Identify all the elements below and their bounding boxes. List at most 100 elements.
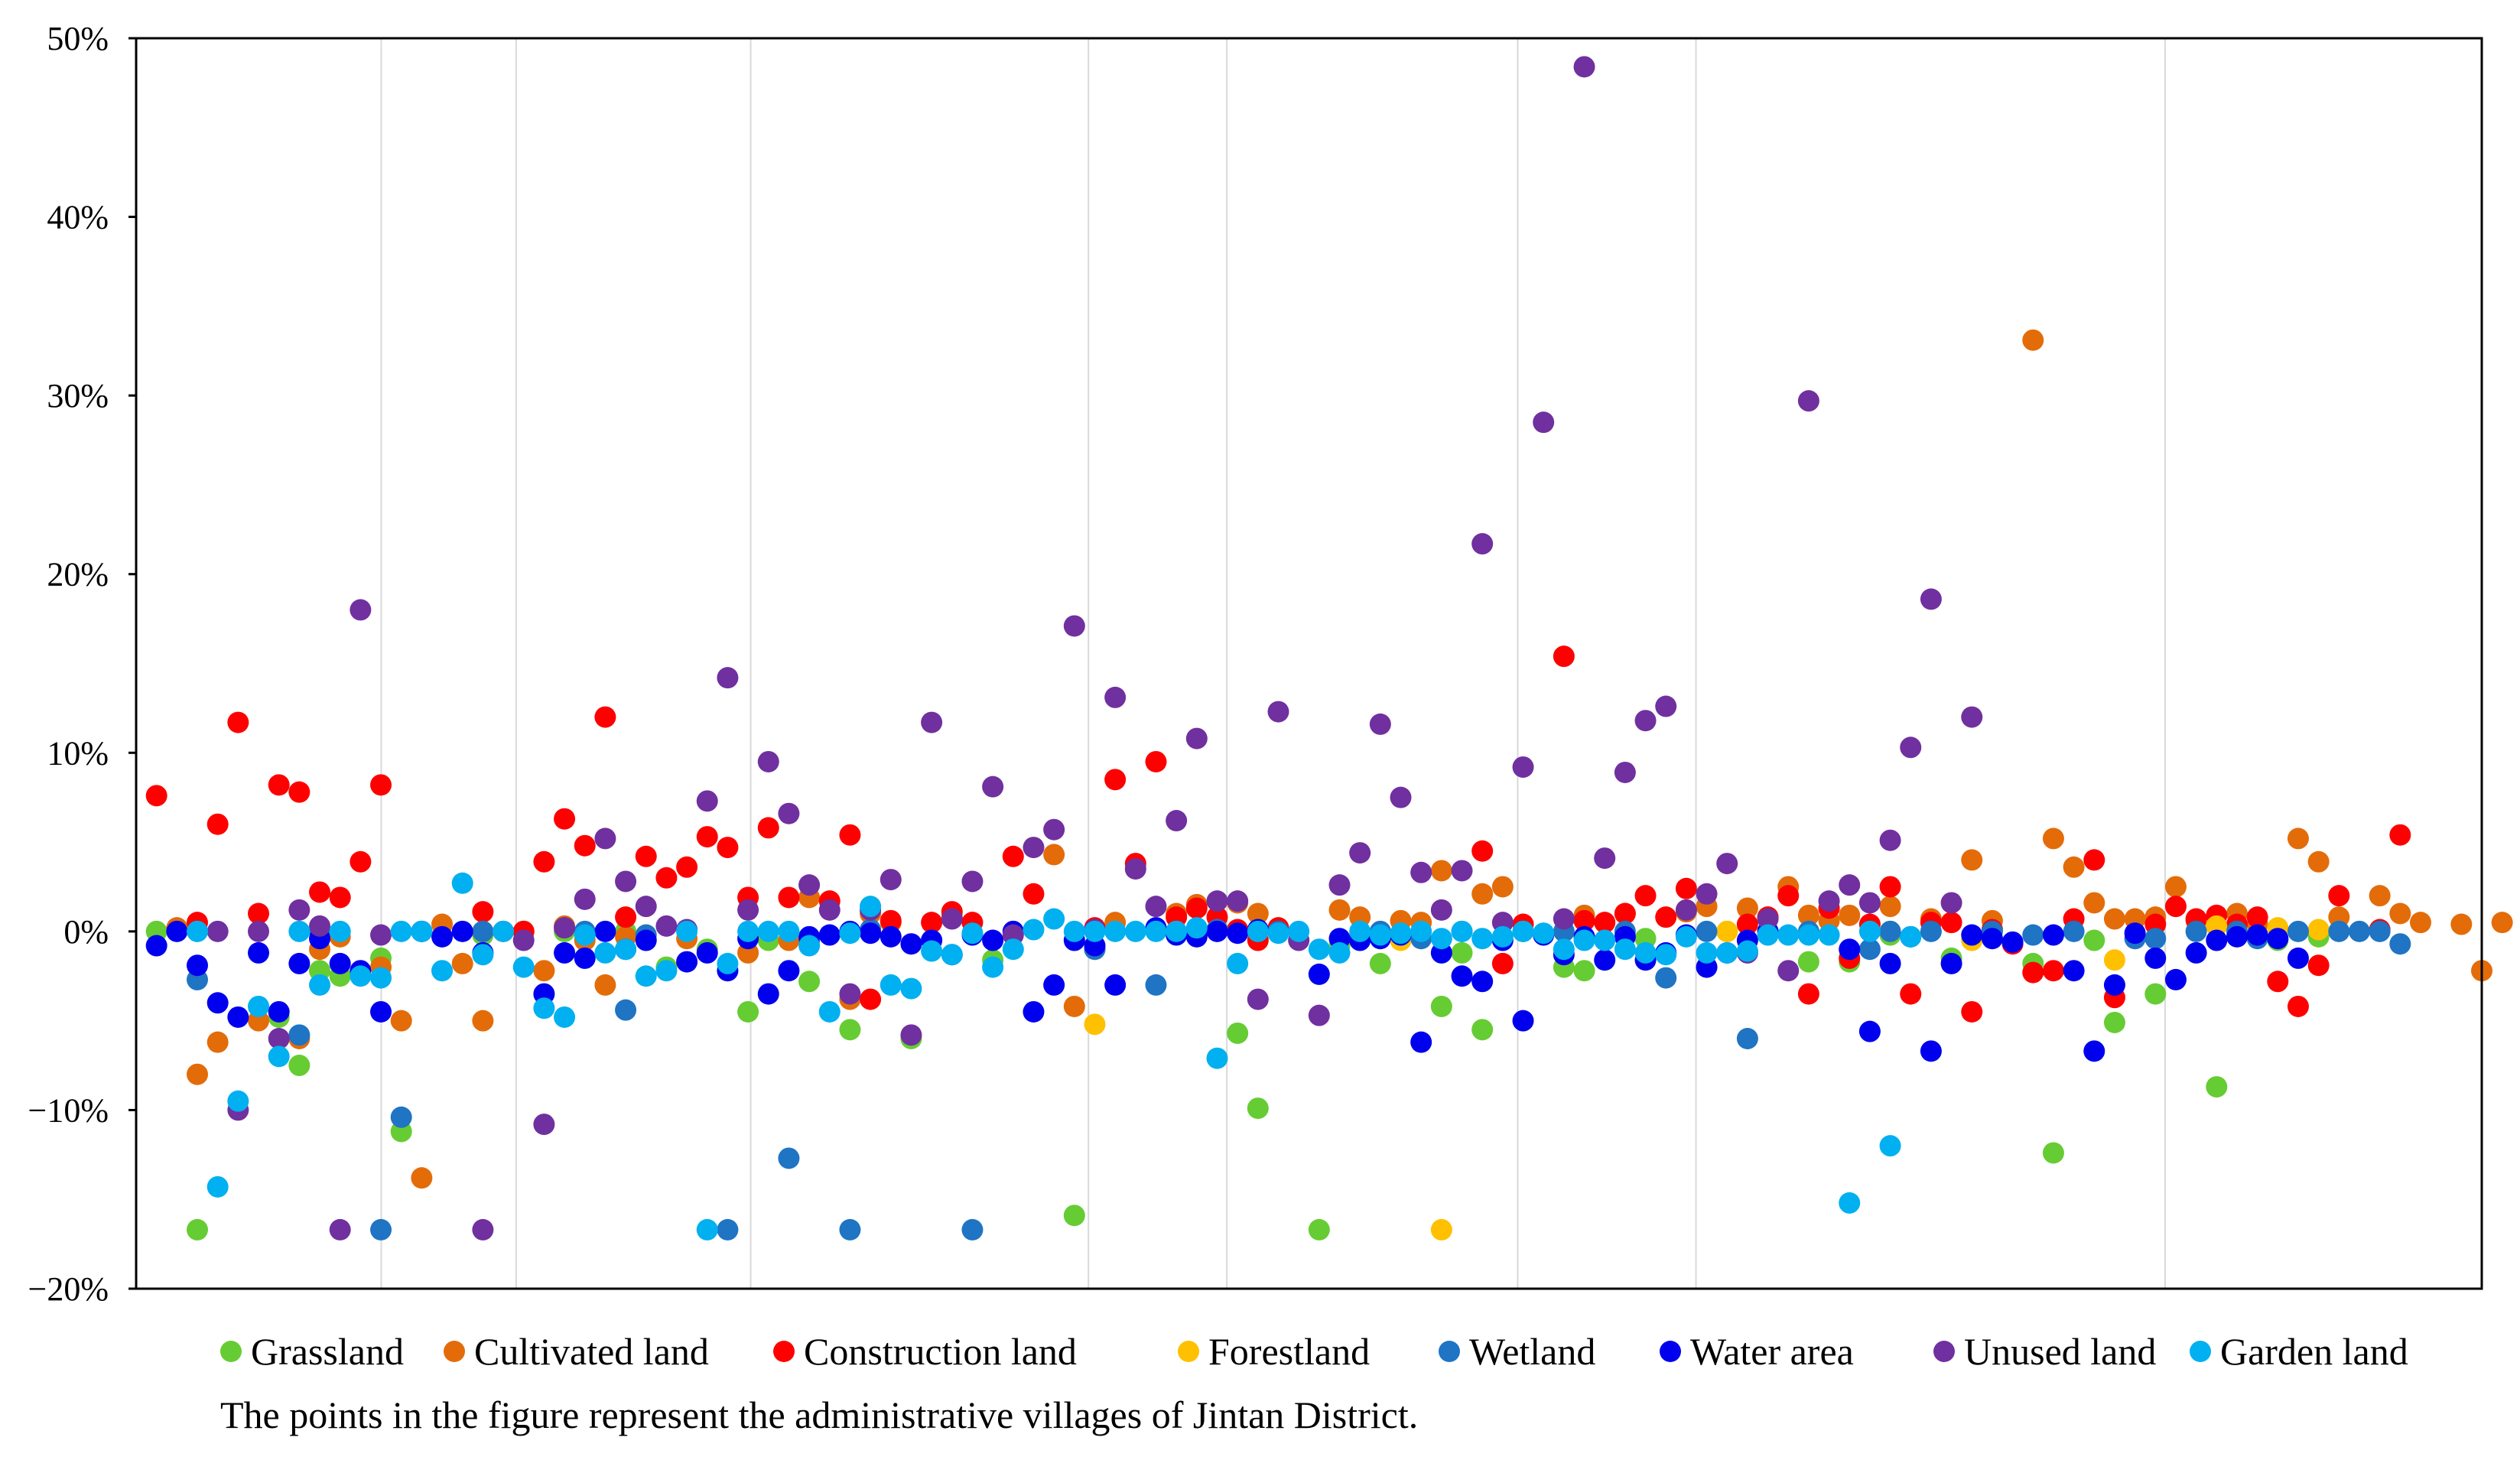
data-point [2083, 929, 2105, 951]
data-point [1227, 952, 1249, 974]
data-point [1390, 786, 1412, 808]
data-point [1879, 896, 1901, 918]
data-point [880, 925, 902, 948]
data-point [1043, 908, 1065, 930]
data-point [1736, 897, 1758, 919]
data-point [1430, 899, 1452, 921]
data-point [1757, 924, 1779, 946]
data-point [860, 896, 882, 918]
data-point [554, 1006, 576, 1028]
y-tick-label: 40% [47, 199, 109, 236]
data-point [778, 920, 800, 942]
data-point [206, 992, 229, 1014]
data-point [2042, 828, 2064, 850]
data-point [778, 886, 800, 909]
data-point [1185, 897, 1208, 919]
data-point [370, 924, 392, 946]
data-point [1879, 829, 1901, 851]
data-point [1247, 1097, 1269, 1120]
data-point [1961, 924, 1983, 946]
data-point [880, 869, 902, 891]
data-point [2267, 928, 2289, 950]
data-point [1716, 853, 1738, 875]
data-point [390, 1010, 412, 1032]
data-point [594, 920, 616, 942]
data-point [1369, 952, 1391, 974]
data-point [2124, 922, 2146, 945]
data-point [512, 956, 535, 978]
legend-marker [1178, 1341, 1199, 1362]
data-point [1166, 810, 1188, 832]
data-point [717, 837, 739, 859]
data-point [1920, 920, 1942, 942]
data-point [1451, 920, 1473, 942]
data-point [1390, 922, 1412, 945]
data-point [2063, 920, 2085, 942]
data-point [1227, 922, 1249, 945]
data-point [1328, 874, 1351, 896]
data-point [1614, 938, 1636, 961]
data-point [1349, 920, 1371, 942]
data-point [1797, 924, 1819, 946]
data-point [206, 1031, 229, 1053]
data-point [1797, 983, 1819, 1005]
data-point [1023, 1000, 1045, 1023]
data-point [1757, 908, 1779, 930]
data-point [1573, 929, 1595, 951]
data-point [1655, 906, 1677, 928]
data-point [1247, 988, 1269, 1010]
data-point [2083, 892, 2105, 914]
data-point [1145, 750, 1167, 772]
data-point [268, 1000, 290, 1023]
data-point [206, 1175, 229, 1198]
data-point [1104, 769, 1127, 791]
data-point [1594, 912, 1616, 934]
data-point [1594, 929, 1616, 951]
data-point [431, 960, 454, 982]
data-point [2287, 828, 2309, 850]
data-point [1206, 920, 1228, 942]
y-tick-label: 50% [47, 20, 109, 57]
data-point [1043, 974, 1065, 996]
data-point [1553, 938, 1575, 961]
data-point [187, 1063, 209, 1085]
data-point [2042, 1142, 2064, 1164]
data-point [615, 999, 637, 1021]
data-point [1430, 995, 1452, 1017]
legend-label: Forestland [1208, 1330, 1370, 1373]
data-point [2328, 885, 2350, 907]
data-point [655, 960, 678, 982]
data-point [268, 774, 290, 796]
data-point [288, 899, 311, 921]
legend-item: Garden land [2190, 1330, 2408, 1373]
data-point [2103, 1011, 2125, 1033]
data-point [1023, 837, 1045, 859]
data-point [1247, 902, 1269, 925]
data-point [1961, 849, 1983, 871]
data-point [1675, 877, 1697, 899]
data-point [1736, 1028, 1758, 1049]
data-point [1267, 922, 1289, 945]
data-point [554, 808, 576, 830]
data-point [778, 960, 800, 982]
data-point [574, 947, 596, 969]
data-point [1777, 924, 1800, 946]
data-point [1573, 960, 1595, 982]
data-point [1879, 876, 1901, 898]
data-point [1818, 890, 1840, 912]
data-point [1471, 971, 1494, 993]
data-point [696, 1218, 718, 1241]
legend-item: Unused land [1933, 1330, 2156, 1373]
data-point [1185, 727, 1208, 750]
data-point [248, 920, 270, 942]
data-point [1573, 909, 1595, 932]
data-point [1145, 974, 1167, 996]
data-point [1839, 874, 1861, 896]
data-point [635, 965, 657, 987]
data-point [2042, 960, 2064, 982]
data-point [1084, 1013, 1106, 1036]
data-point [717, 667, 739, 689]
data-point [187, 1218, 209, 1241]
data-point [574, 924, 596, 946]
